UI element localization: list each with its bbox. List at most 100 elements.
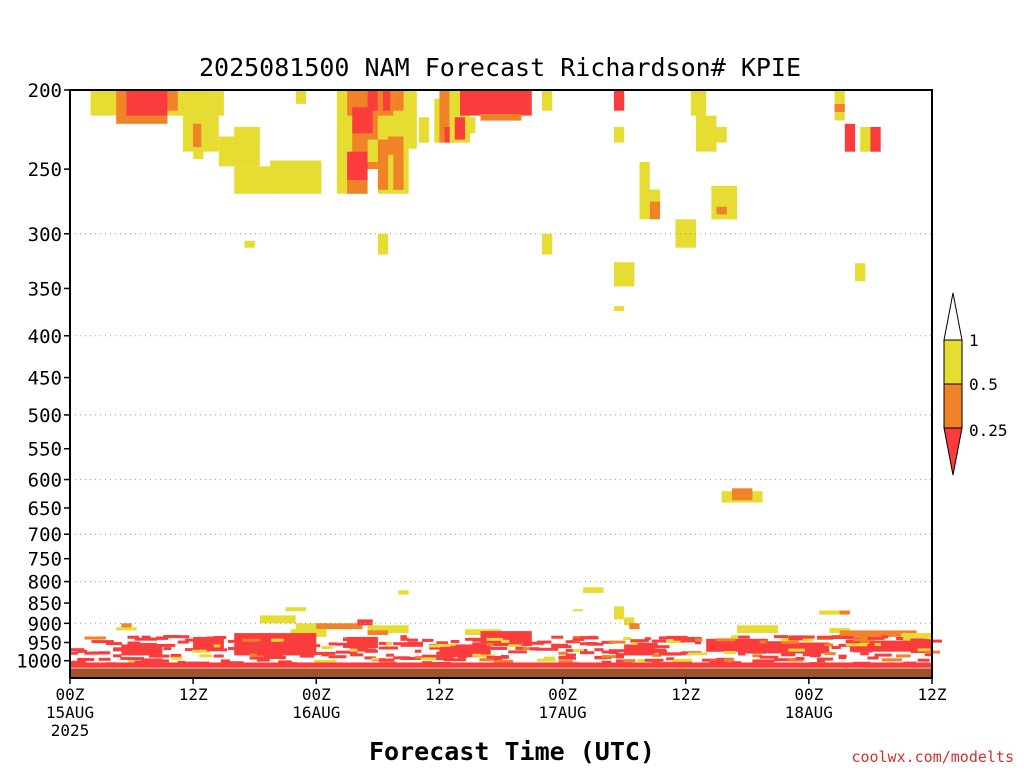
ri-cell xyxy=(587,635,597,639)
ri-cell xyxy=(623,637,631,640)
ri-cell xyxy=(486,642,494,646)
ri-cell xyxy=(845,639,855,643)
ri-cell xyxy=(407,638,418,642)
ri-cell xyxy=(163,647,172,651)
y-tick-label: 700 xyxy=(28,524,62,546)
ri-cell xyxy=(903,647,914,651)
ri-cell xyxy=(774,635,788,639)
ri-cell xyxy=(121,644,163,656)
ri-cell xyxy=(572,609,584,612)
ri-cell xyxy=(809,654,821,658)
ri-cell xyxy=(536,640,552,644)
ri-cell xyxy=(723,651,736,654)
ri-cell xyxy=(759,640,767,644)
ri-cell xyxy=(774,658,796,662)
ri-cell xyxy=(116,627,137,631)
ri-cell xyxy=(199,654,212,658)
ri-cell xyxy=(77,658,95,661)
ri-cell xyxy=(501,655,509,658)
ri-cell xyxy=(407,641,423,645)
ri-cell xyxy=(347,180,368,194)
ri-cell xyxy=(486,646,508,650)
ri-cell xyxy=(328,655,347,659)
ri-cell xyxy=(587,642,604,646)
ri-cell xyxy=(608,640,626,644)
ri-cell xyxy=(637,642,658,646)
ri-cell xyxy=(860,635,870,639)
ri-cell xyxy=(839,630,917,637)
ri-cell xyxy=(874,653,892,657)
ri-cell xyxy=(100,90,122,104)
ri-cell xyxy=(903,642,914,646)
ri-cell xyxy=(263,645,276,648)
ri-cell xyxy=(364,649,378,653)
grid-lines xyxy=(70,233,932,624)
ri-cell xyxy=(845,643,868,647)
ri-cell xyxy=(383,90,391,111)
ri-cell xyxy=(436,651,456,655)
ri-cell xyxy=(270,160,322,194)
ri-cell xyxy=(870,127,881,152)
legend-bin-yellow xyxy=(943,339,963,385)
ri-cell xyxy=(134,643,157,646)
ri-cell xyxy=(601,640,614,644)
ri-cell xyxy=(558,655,574,659)
ri-cell xyxy=(472,642,487,646)
ri-cell xyxy=(690,90,707,116)
ri-cell xyxy=(472,638,489,642)
ri-cell xyxy=(795,657,805,660)
ri-cell xyxy=(709,642,724,646)
ri-cell xyxy=(213,654,224,658)
ri-cell xyxy=(767,642,830,654)
ri-cell xyxy=(651,639,667,643)
ri-cell xyxy=(350,653,364,657)
ri-cell xyxy=(565,653,576,657)
ri-cell xyxy=(745,639,754,643)
ri-cell xyxy=(486,637,504,641)
ri-cell xyxy=(738,650,761,654)
ri-cell xyxy=(450,640,460,643)
ri-cell xyxy=(759,655,779,659)
ri-cell xyxy=(572,649,584,652)
ri-cell xyxy=(508,644,522,648)
ri-cell xyxy=(378,641,390,645)
ri-cell xyxy=(819,610,845,615)
ri-cell xyxy=(716,638,736,642)
ri-cell xyxy=(352,107,373,134)
ri-cell xyxy=(613,262,635,287)
ri-cell xyxy=(357,641,376,645)
ri-cell xyxy=(558,660,573,664)
x-tick-label: 00Z xyxy=(794,685,823,704)
ri-cell xyxy=(213,636,227,639)
ri-cell xyxy=(508,650,527,654)
ri-cell xyxy=(666,657,675,661)
ri-cell xyxy=(393,154,404,190)
ri-cell xyxy=(824,643,833,647)
ri-cell xyxy=(120,648,131,652)
ri-cell xyxy=(105,642,122,646)
ri-cell xyxy=(314,659,337,663)
heatmap-cells xyxy=(70,90,942,668)
ri-cell xyxy=(149,654,170,658)
ri-cell xyxy=(177,640,189,644)
ri-cell xyxy=(177,660,186,664)
ri-cell xyxy=(745,644,753,648)
ri-cell xyxy=(457,649,470,653)
ri-cell xyxy=(439,90,450,143)
ri-cell xyxy=(377,233,389,255)
ri-cell xyxy=(134,645,151,649)
ri-cell xyxy=(781,640,799,644)
ri-cell xyxy=(924,653,933,657)
ri-cell xyxy=(666,652,687,656)
ri-cell xyxy=(855,263,866,282)
ri-cell xyxy=(924,639,942,643)
ri-cell xyxy=(839,610,850,615)
ri-cell xyxy=(522,641,545,645)
ri-cell xyxy=(350,645,369,649)
ri-cell xyxy=(759,644,778,648)
ri-cell xyxy=(480,114,522,121)
ri-cell xyxy=(493,659,514,663)
x-tick-label: 17AUG xyxy=(538,703,586,722)
